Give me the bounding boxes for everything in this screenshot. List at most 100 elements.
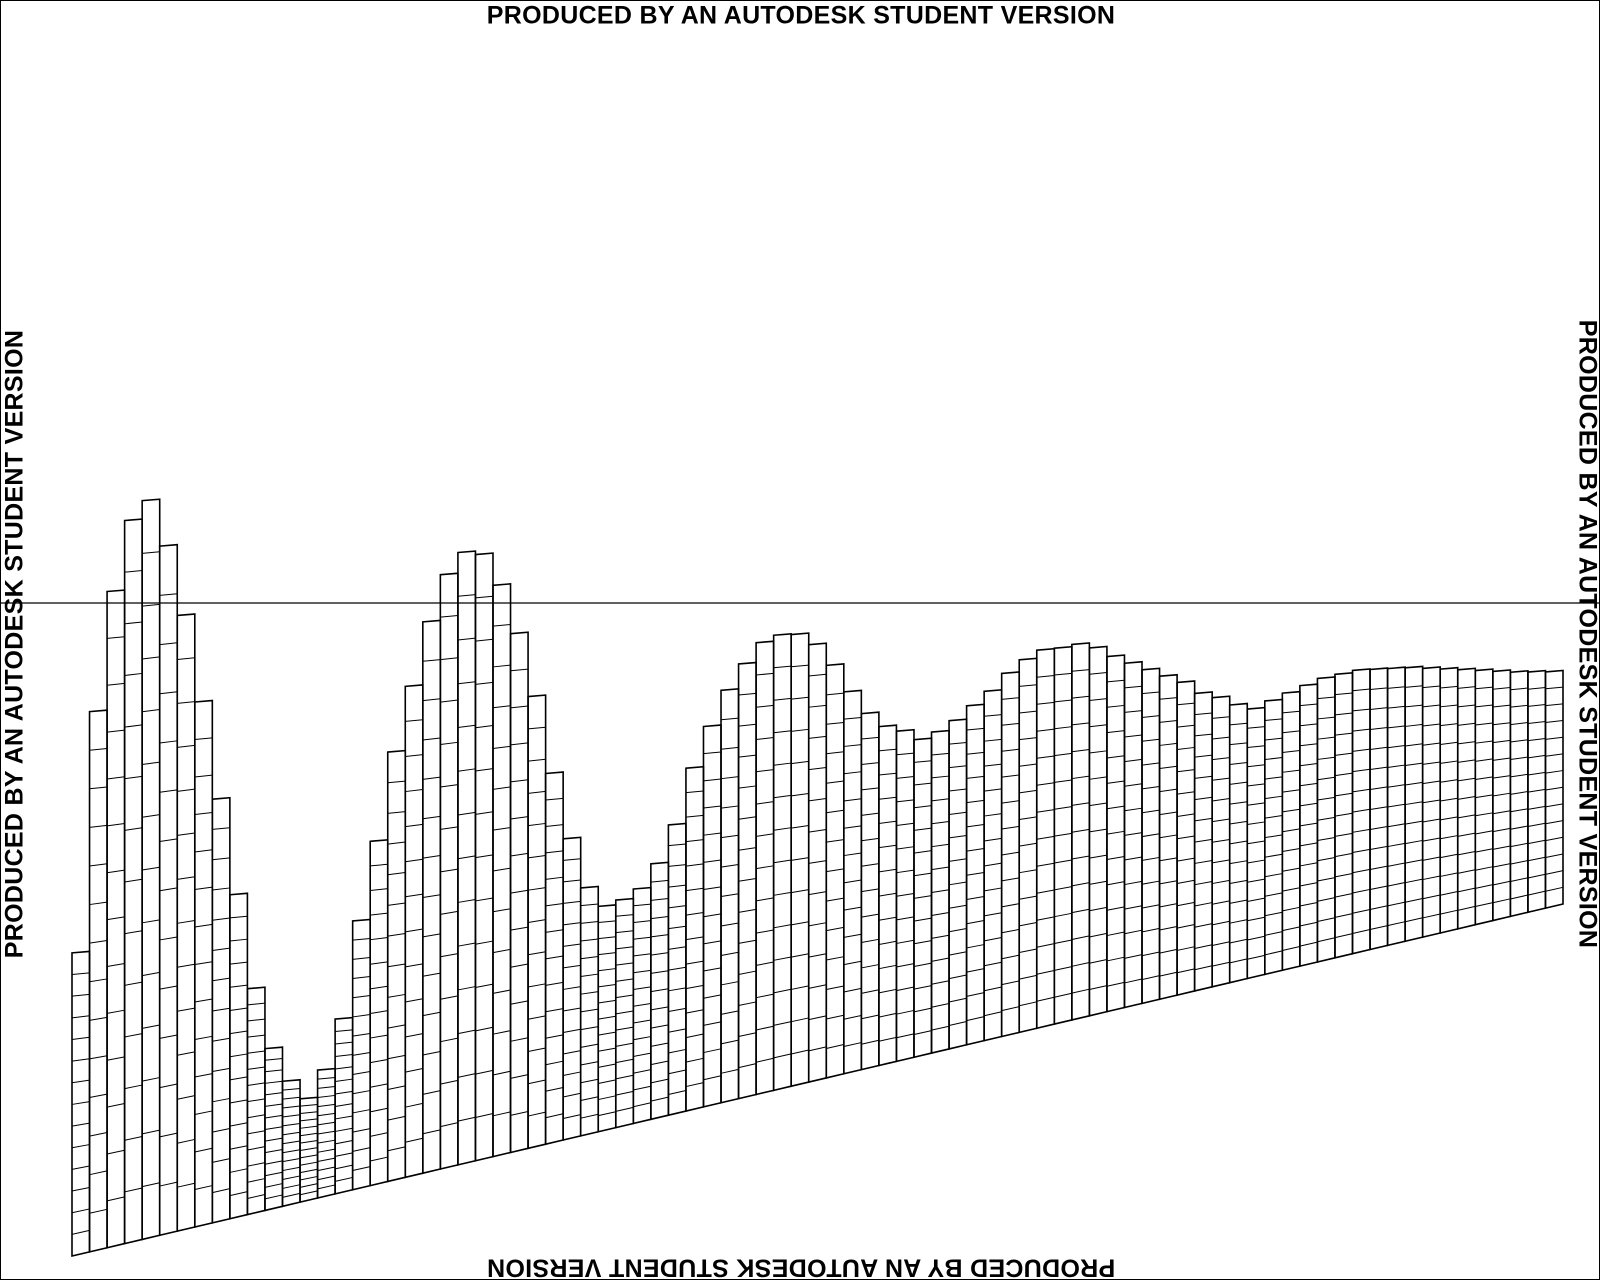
hatch-line [1457, 869, 1476, 874]
hatch-line [1141, 927, 1160, 933]
hatch-line [878, 940, 897, 945]
hatch-line [1054, 859, 1072, 864]
hatch-line [282, 1166, 301, 1172]
hatch-line [1194, 733, 1213, 737]
hatch-line [457, 898, 476, 903]
hatch-line [475, 811, 494, 815]
hatch-line [1194, 944, 1213, 949]
hatch-line [1054, 992, 1072, 998]
hatch-line [1159, 857, 1178, 862]
hatch-line [1089, 932, 1108, 938]
hatch-line [142, 866, 160, 871]
hatch-line [545, 955, 564, 960]
hatch-line [335, 1176, 353, 1182]
hatch-line [352, 1128, 371, 1133]
profile-column [211, 796, 231, 1224]
profile-column [527, 694, 547, 1150]
hatch-line [247, 1162, 266, 1167]
hatch-line [896, 916, 915, 921]
hatch-line [1352, 929, 1371, 934]
hatch-line [1106, 830, 1125, 835]
hatch-line [1352, 848, 1371, 854]
hatch-line [843, 825, 862, 829]
hatch-line [89, 1093, 108, 1098]
hatch-line [387, 1115, 406, 1121]
hatch-line [580, 1061, 599, 1066]
hatch-line [492, 827, 511, 831]
hatch-line [878, 820, 897, 824]
hatch-line [598, 936, 616, 940]
hatch-line [826, 780, 844, 784]
hatch-line [1229, 938, 1248, 944]
hatch-line [949, 741, 967, 745]
hatch-line [1510, 877, 1529, 883]
hatch-line [685, 936, 704, 941]
hatch-line [1405, 839, 1423, 845]
hatch-line [212, 917, 230, 921]
hatch-line [510, 1074, 529, 1079]
hatch-line [984, 738, 1002, 742]
hatch-line [422, 737, 441, 741]
hatch-line [861, 1039, 879, 1045]
hatch-line [1334, 893, 1353, 898]
profile-column [1035, 647, 1056, 1030]
hatch-line [913, 895, 932, 899]
hatch-line [247, 1194, 266, 1199]
hatch-line [457, 1029, 476, 1035]
watermark-bottom: PRODUCED BY AN AUTODESK STUDENT VERSION [486, 1253, 1116, 1282]
hatch-line [317, 1112, 336, 1117]
hatch-line [1264, 737, 1283, 741]
hatch-line [422, 1011, 441, 1017]
hatch-line [580, 1008, 599, 1013]
hatch-line [1475, 776, 1493, 780]
hatch-line [1387, 744, 1406, 749]
hatch-line [685, 839, 704, 843]
hatch-line [1510, 756, 1528, 760]
hatch-line [1527, 822, 1546, 827]
profile-column [667, 822, 687, 1117]
hatch-line [1405, 820, 1423, 825]
hatch-line [1001, 928, 1020, 934]
hatch-line [791, 728, 809, 732]
hatch-line [492, 786, 511, 790]
hatch-line [1387, 882, 1406, 887]
hatch-line [826, 985, 844, 991]
profile-column [1141, 667, 1161, 1005]
hatch-line [405, 893, 423, 898]
hatch-line [615, 994, 634, 999]
hatch-line [1405, 723, 1423, 727]
hatch-line [1141, 833, 1160, 838]
profile-column [1088, 645, 1108, 1017]
hatch-line [264, 1160, 283, 1165]
hatch-line [1457, 905, 1476, 911]
hatch-line [1387, 921, 1406, 927]
hatch-line [563, 900, 581, 904]
hatch-line [1229, 742, 1248, 746]
hatch-line [878, 1012, 897, 1018]
hatch-line [668, 987, 687, 992]
hatch-line [282, 1184, 301, 1189]
hatch-line [387, 1024, 406, 1029]
hatch-line [1124, 954, 1143, 959]
hatch-line [808, 984, 827, 989]
hatch-line [1334, 712, 1353, 716]
hatch-line [1177, 835, 1195, 840]
hatch-line [177, 1007, 195, 1012]
hatch-line [843, 1014, 862, 1020]
hatch-line [1405, 704, 1423, 708]
hatch-line [475, 681, 494, 685]
hatch-line [580, 956, 599, 960]
hatch-line [370, 863, 388, 867]
profile-column [141, 498, 161, 1241]
hatch-line [440, 1037, 459, 1043]
hatch-line [1247, 764, 1265, 768]
hatch-line [510, 963, 529, 968]
hatch-line [1194, 796, 1213, 801]
hatch-line [685, 1082, 704, 1088]
hatch-line [1282, 749, 1300, 754]
hatch-line [124, 724, 143, 728]
profile-column [1264, 698, 1284, 976]
hatch-line [71, 1015, 90, 1019]
hatch-line [984, 714, 1002, 717]
hatch-line [1475, 722, 1493, 726]
